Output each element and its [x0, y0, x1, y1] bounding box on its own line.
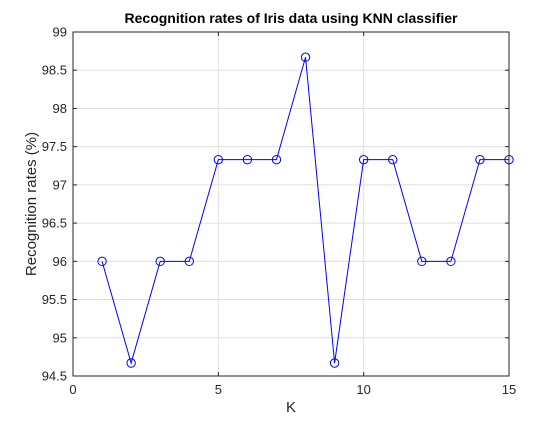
y-tick-label: 99	[53, 25, 67, 40]
x-axis-label: K	[286, 399, 296, 416]
x-tick-label: 10	[356, 382, 370, 397]
series-line	[101, 57, 509, 365]
x-tick-label: 0	[69, 382, 76, 397]
series-group	[97, 52, 514, 368]
y-axis-label: Recognition rates (%)	[23, 132, 40, 276]
chart-title: Recognition rates of Iris data using KNN…	[125, 10, 459, 26]
y-tick-label: 97	[53, 177, 67, 192]
data-point-marker	[155, 256, 165, 267]
data-point-marker	[271, 154, 282, 165]
x-tick-label: 5	[215, 382, 222, 397]
y-tick-label: 98.5	[42, 63, 67, 78]
data-point-marker	[358, 154, 369, 165]
data-point-marker	[329, 358, 340, 368]
y-tick-label: 97.5	[42, 139, 67, 154]
axis-ticks: 0 5 10 15 94.5 95 95.5 96 96.5 97 97.5 98 98.5 99	[42, 25, 517, 398]
data-point-marker	[184, 256, 194, 267]
y-tick-label: 96	[53, 254, 67, 269]
data-point-marker	[300, 52, 311, 62]
y-tick-label: 95	[53, 330, 67, 345]
data-point-marker	[242, 154, 253, 165]
y-tick-label: 95.5	[42, 292, 67, 307]
x-tick-label: 15	[502, 382, 516, 397]
plot-frame	[72, 31, 510, 377]
grid	[72, 31, 510, 377]
y-tick-label: 98	[53, 101, 67, 116]
data-point-marker	[97, 256, 107, 267]
data-point-marker	[417, 256, 427, 267]
data-point-marker	[446, 256, 456, 267]
data-point-marker	[126, 358, 136, 368]
data-point-marker	[213, 154, 224, 165]
y-tick-label: 94.5	[42, 369, 67, 384]
y-tick-label: 96.5	[42, 216, 67, 231]
data-point-marker	[388, 154, 398, 165]
data-point-marker	[475, 154, 485, 165]
